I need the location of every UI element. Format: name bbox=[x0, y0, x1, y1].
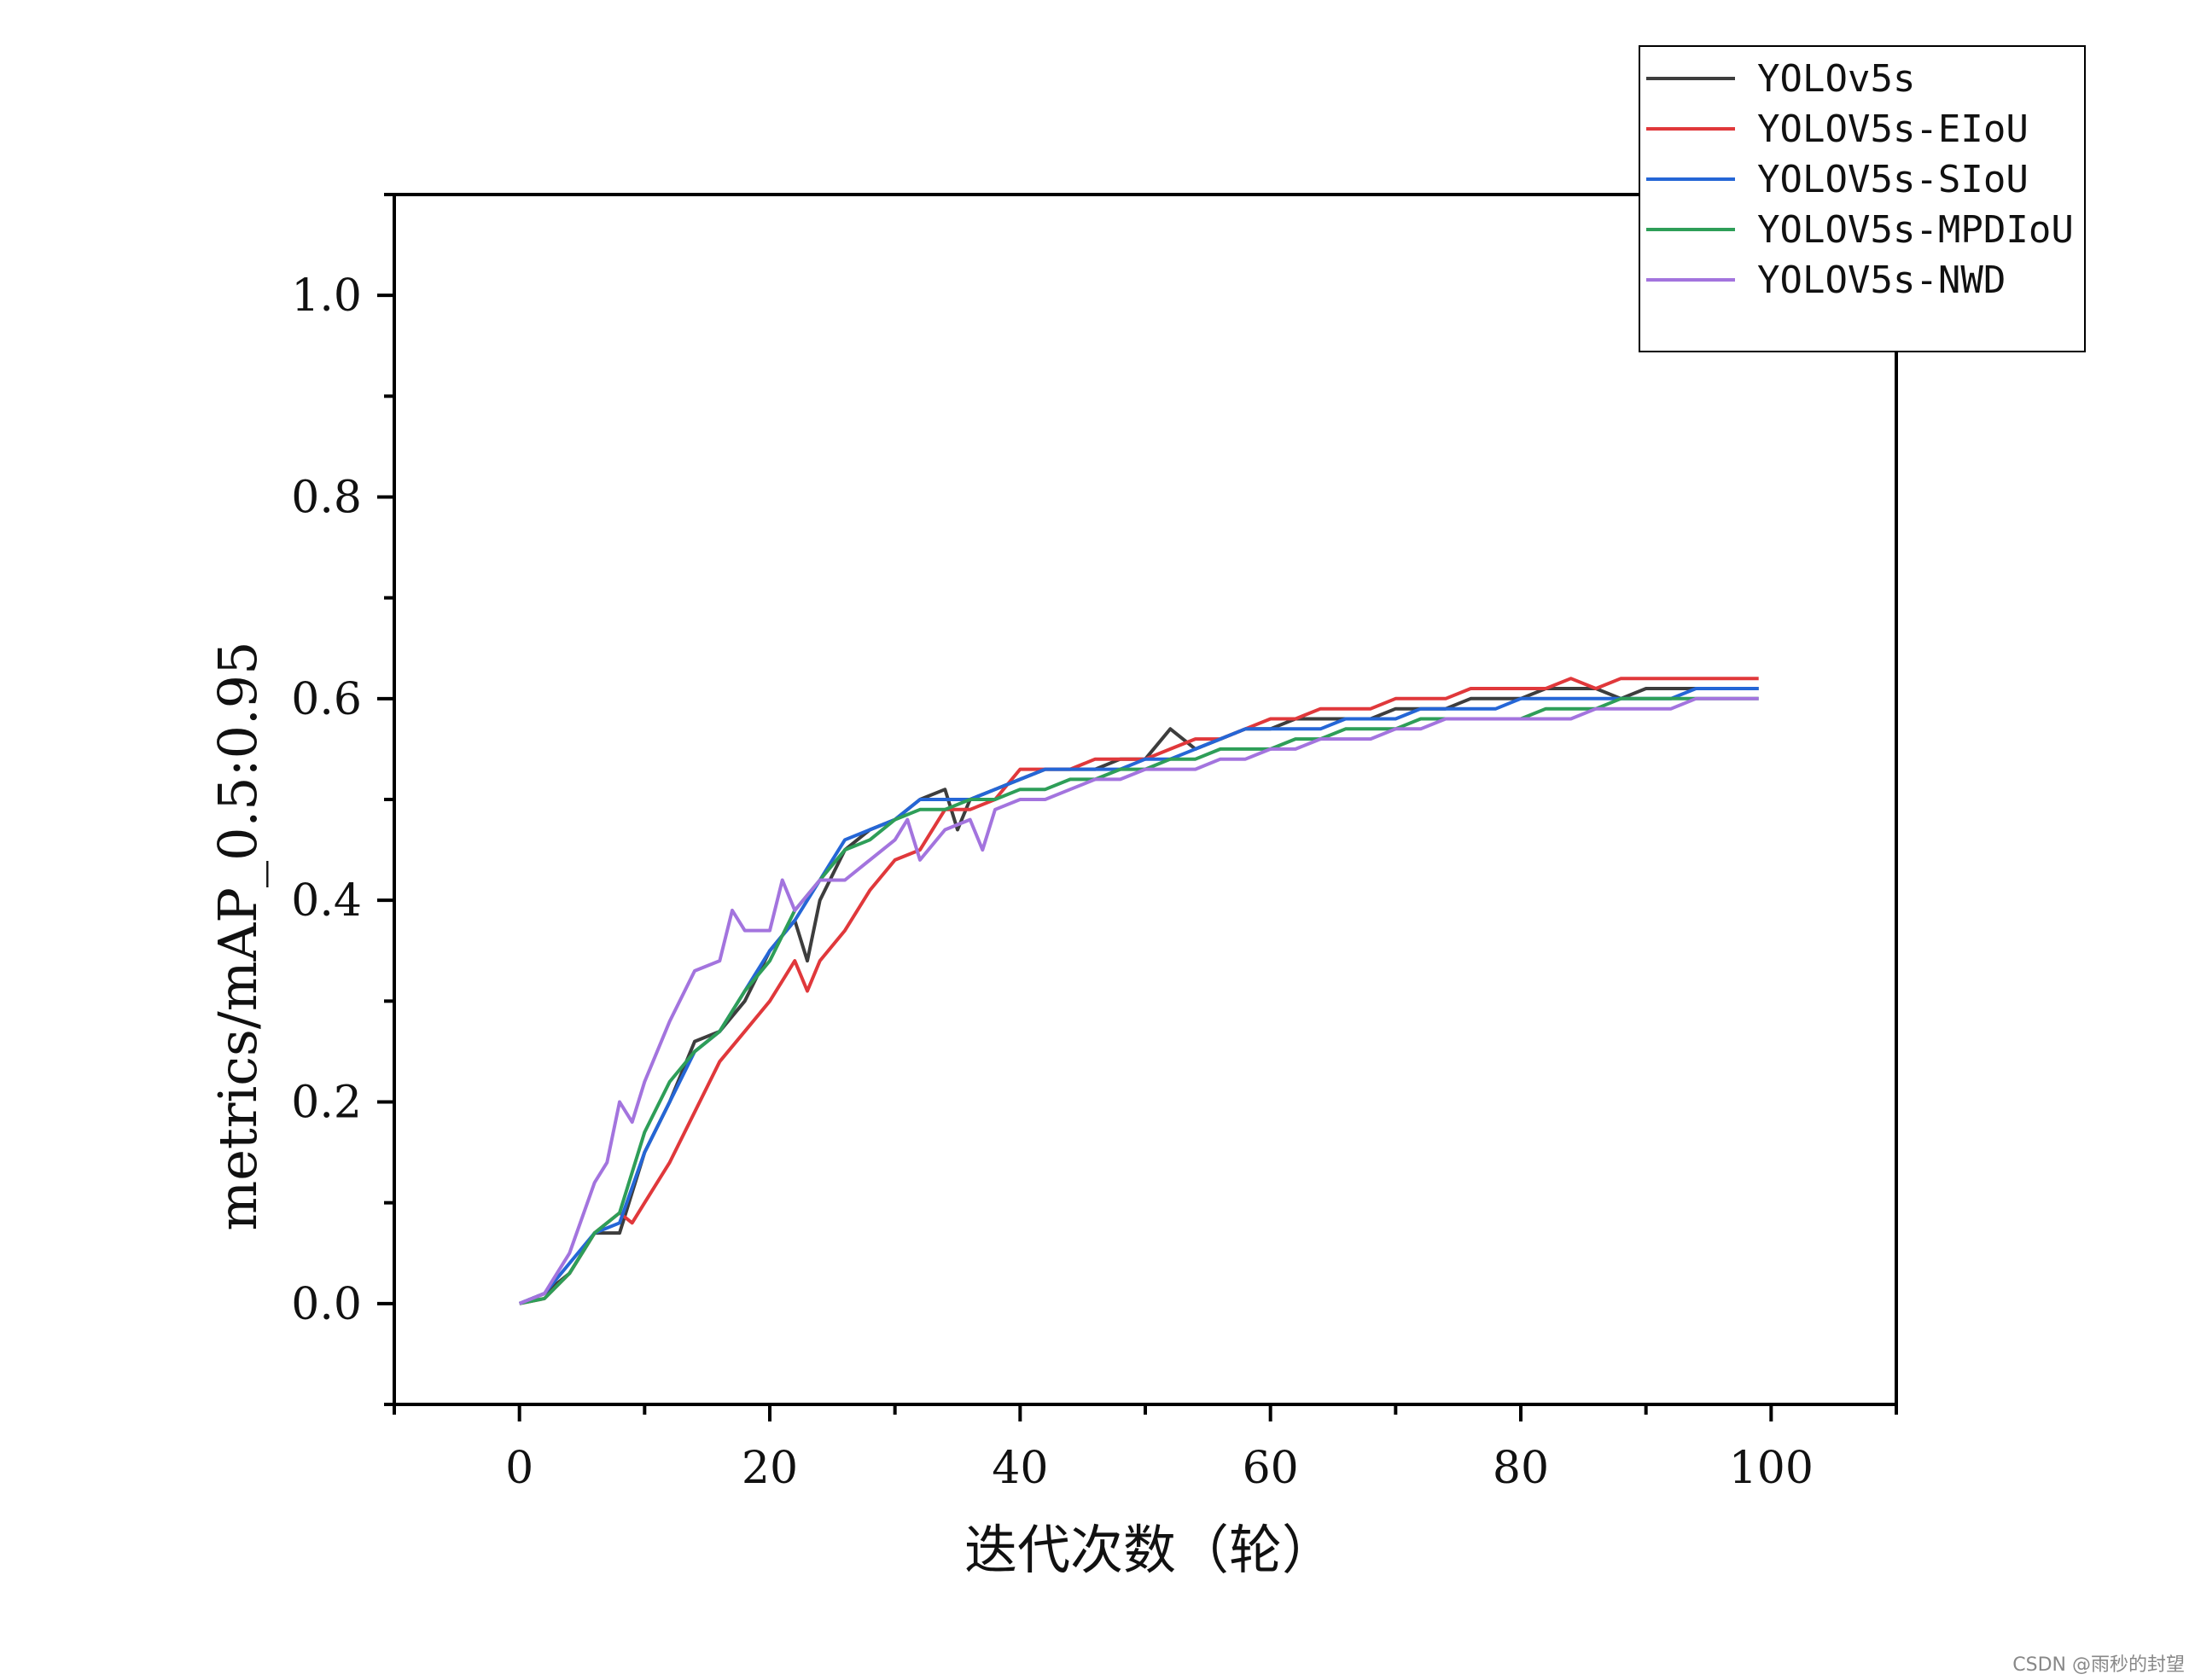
y-tick-label: 0.0 bbox=[291, 1279, 362, 1330]
x-tick-label: 20 bbox=[742, 1443, 798, 1494]
series-line-2 bbox=[519, 677, 1759, 1305]
watermark: CSDN @雨秒的封望 bbox=[2012, 1654, 2185, 1676]
plot-lines bbox=[518, 677, 1759, 1305]
series-line-4 bbox=[519, 696, 1759, 1305]
series-line-5 bbox=[518, 696, 1759, 1305]
x-tick-label: 100 bbox=[1729, 1443, 1814, 1494]
y-tick-label: 0.8 bbox=[291, 473, 362, 524]
x-tick-label: 80 bbox=[1493, 1443, 1549, 1494]
y-tick-label: 0.4 bbox=[291, 875, 362, 927]
legend-label-1: YOLOv5s bbox=[1757, 57, 1915, 101]
x-axis-title: 迭代次数（轮） bbox=[964, 1519, 1335, 1581]
legend: YOLOv5s YOLOV5s-EIoU YOLOV5s-SIoU YOLOV5s-M… bbox=[1639, 45, 2086, 352]
y-tick-label: 1.0 bbox=[291, 270, 362, 322]
y-tick-label: 0.6 bbox=[291, 674, 362, 725]
series-line-3 bbox=[518, 687, 1759, 1305]
x-tick-label: 0 bbox=[505, 1443, 533, 1494]
y-axis-ticks: 0.0 0.2 0.4 0.6 0.8 1.0 bbox=[291, 193, 394, 1406]
x-tick-label: 60 bbox=[1243, 1443, 1299, 1494]
y-tick-label: 0.2 bbox=[291, 1078, 362, 1129]
legend-label-2: YOLOV5s-EIoU bbox=[1757, 108, 2029, 151]
legend-label-5: YOLOV5s-NWD bbox=[1757, 259, 2006, 302]
series-line-1 bbox=[518, 687, 1759, 1305]
y-axis-title: metrics/mAP_0.5:0.95 bbox=[207, 641, 269, 1230]
x-axis-ticks: 0 20 40 60 80 100 bbox=[393, 1404, 1898, 1494]
legend-label-4: YOLOV5s-MPDIoU bbox=[1757, 208, 2074, 252]
legend-label-3: YOLOV5s-SIoU bbox=[1757, 158, 2029, 201]
legend-box bbox=[1639, 45, 2086, 352]
x-tick-label: 40 bbox=[992, 1443, 1048, 1494]
